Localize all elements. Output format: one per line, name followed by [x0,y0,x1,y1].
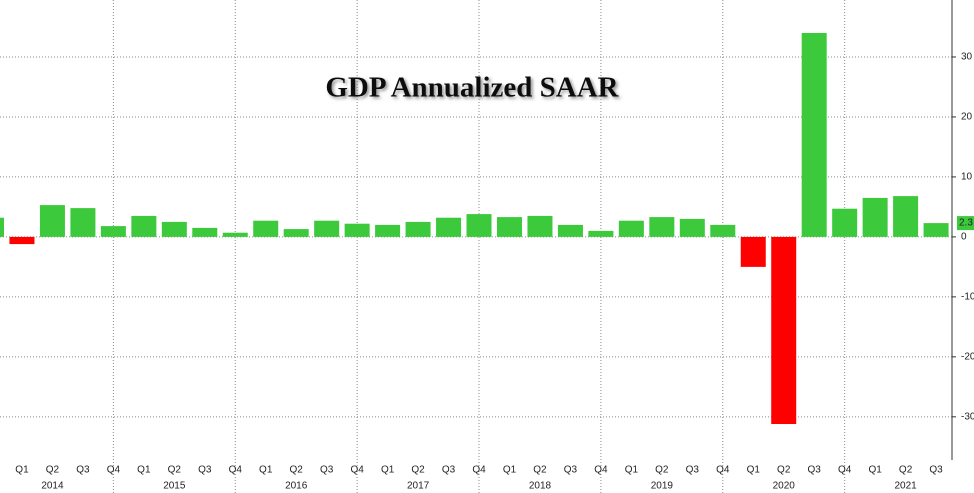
y-tick-label: -20 [961,351,974,362]
bar [679,218,705,237]
x-tick-label: Q4 [229,465,243,476]
bar [192,227,218,237]
x-group-label: 2015 [163,481,186,492]
x-tick-label: Q3 [808,465,822,476]
y-tick-label: -10 [961,292,974,303]
x-tick-label: Q4 [594,465,608,476]
x-tick-label: Q3 [564,465,578,476]
x-tick-label: Q4 [350,465,364,476]
x-tick-label: Q1 [625,465,639,476]
x-tick-label: Q3 [929,465,943,476]
bar [39,205,65,237]
y-tick-label: -30 [961,411,974,422]
bar [70,208,96,237]
bar [649,217,675,237]
bar [832,208,858,237]
x-group-label: 2017 [407,481,430,492]
bar [527,215,553,237]
x-tick-label: Q4 [716,465,730,476]
x-tick-label: Q1 [15,465,29,476]
bar [253,220,279,237]
x-group-label: 2021 [894,481,917,492]
bar [588,230,614,237]
bar [436,217,462,237]
x-group-label: 2019 [651,481,674,492]
x-tick-label: Q3 [76,465,90,476]
bar [344,223,370,237]
bar [161,221,187,237]
x-tick-label: Q1 [747,465,761,476]
y-tick-label: 20 [961,112,973,123]
bar [0,217,4,237]
bar [801,32,827,237]
bar [375,224,401,237]
bar [222,232,248,237]
x-tick-label: Q1 [868,465,882,476]
bar [618,220,644,237]
x-tick-label: Q4 [838,465,852,476]
x-group-label: 2016 [285,481,308,492]
bar [710,224,736,237]
x-tick-label: Q3 [198,465,212,476]
x-tick-label: Q1 [137,465,151,476]
bar [466,214,492,237]
x-tick-label: Q1 [381,465,395,476]
x-tick-label: Q2 [777,465,791,476]
bar [131,215,157,237]
y-tick-label: 0 [961,232,967,243]
x-group-label: 2020 [773,481,796,492]
x-tick-label: Q2 [655,465,669,476]
x-tick-label: Q2 [290,465,304,476]
x-tick-label: Q2 [899,465,913,476]
bar [100,226,126,237]
bar [923,223,949,237]
bar [9,236,35,245]
x-group-label: 2014 [41,481,64,492]
x-tick-label: Q3 [442,465,456,476]
chart-title: GDP Annualized SAAR [325,72,619,104]
x-tick-label: Q2 [46,465,60,476]
bar [405,221,431,237]
x-tick-label: Q2 [168,465,182,476]
x-tick-label: Q4 [107,465,121,476]
x-tick-label: Q2 [411,465,425,476]
bar [893,196,919,237]
x-tick-label: Q1 [259,465,273,476]
last-value-label: 2.3 [959,218,973,229]
bar [557,224,583,237]
bar [740,236,766,267]
x-tick-label: Q2 [533,465,547,476]
x-tick-label: Q3 [686,465,700,476]
last-value-box [957,216,974,231]
x-tick-label: Q4 [472,465,486,476]
y-tick-label: 10 [961,172,973,183]
y-tick-label: 30 [961,52,973,63]
bar [496,217,522,237]
bar [771,236,797,425]
bar [862,197,888,237]
bar [314,220,340,237]
x-tick-label: Q3 [320,465,334,476]
bar [283,229,309,237]
x-group-label: 2018 [529,481,552,492]
x-tick-label: Q1 [503,465,517,476]
